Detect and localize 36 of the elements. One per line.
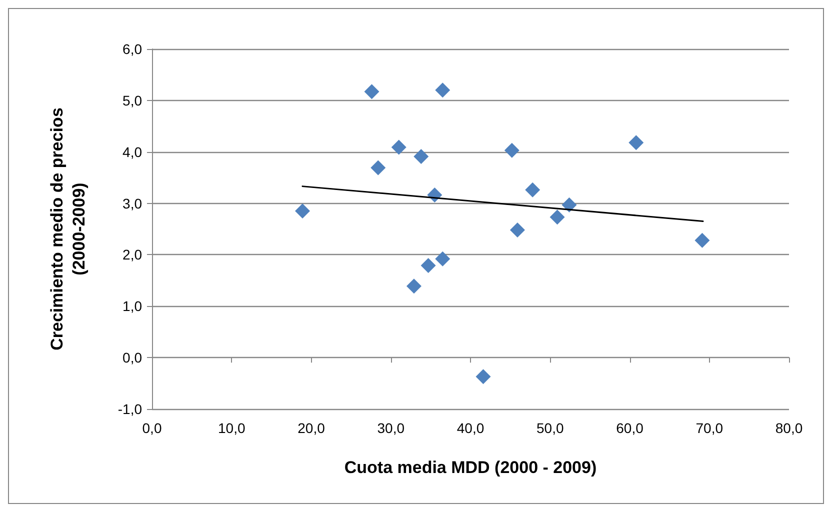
- point: [435, 251, 450, 266]
- point: [562, 197, 577, 212]
- point: [391, 140, 406, 155]
- x-tick-label: 40,0: [456, 420, 484, 436]
- y-tick-label: 0,0: [122, 350, 142, 366]
- x-tick-label: 10,0: [218, 420, 246, 436]
- point: [525, 182, 540, 198]
- point: [550, 210, 565, 225]
- x-tick-label: 0,0: [142, 420, 162, 436]
- y-tick-label: 3,0: [122, 195, 142, 212]
- x-tick-label: 80,0: [775, 420, 803, 436]
- point: [504, 142, 520, 158]
- point: [294, 204, 310, 218]
- point: [510, 222, 525, 238]
- point: [435, 82, 450, 98]
- y-tick-label: -1,0: [118, 401, 142, 417]
- x-tick-label: 70,0: [696, 420, 724, 436]
- point: [420, 258, 436, 274]
- point: [370, 160, 386, 176]
- y-tick-label: 4,0: [122, 144, 142, 160]
- x-axis-title: Cuota media MDD (2000 - 2009): [344, 458, 597, 477]
- y-axis-title: Crecimiento medio de precios (2000-2009): [48, 108, 88, 350]
- y-tick-label: 2,0: [122, 246, 142, 263]
- x-tick-label: 30,0: [377, 420, 405, 436]
- point: [364, 84, 380, 100]
- point: [694, 232, 710, 248]
- point: [628, 135, 644, 150]
- y-tick-label: 6,0: [122, 41, 142, 57]
- point: [406, 278, 422, 294]
- y-tick-label: 5,0: [122, 92, 142, 108]
- y-tick-label: 1,0: [122, 298, 142, 314]
- x-tick-label: 20,0: [298, 420, 326, 436]
- x-tick-label: 60,0: [616, 420, 644, 436]
- point: [414, 148, 429, 164]
- x-tick-label: 50,0: [536, 420, 564, 436]
- point: [476, 369, 491, 384]
